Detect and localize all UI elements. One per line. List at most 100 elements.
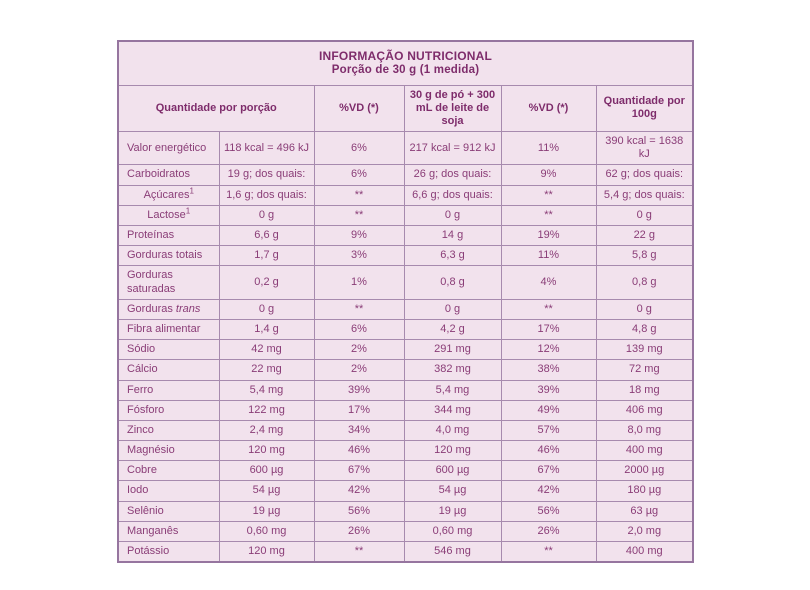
value-cell: 400 mg [595,541,694,563]
nutrient-name-cell: Lactose1 [117,204,220,227]
table-row: Carboidratos 19 g; dos quais: 6% 26 g; dos … [117,164,694,186]
nutrient-name-italic: trans [175,302,201,315]
value-cell: 38% [500,359,597,381]
value-cell: 0,60 mg [403,520,502,543]
value-cell: 72 mg [595,359,694,381]
table-title-row: INFORMAÇÃO NUTRICIONAL Porção de 30 g (1… [117,40,694,86]
value-cell: 22 g [595,224,694,247]
value-cell: 139 mg [595,339,694,361]
value-cell: 19 g; dos quais: [218,164,315,186]
table-row: Proteínas 6,6 g 9% 14 g 19% 22 g [117,224,694,247]
value-cell: 19 µg [403,500,502,522]
nutrition-rows: Valor energético 118 kcal = 496 kJ 6% 217 k… [117,131,694,563]
table-row: Gorduras totais 1,7 g 3% 6,3 g 11% 5,8 g [117,245,694,267]
value-cell: 18 mg [595,379,694,401]
value-cell: 63 µg [595,500,694,522]
nutrient-name-cell: Sódio [117,339,220,361]
value-cell: 120 mg [403,440,502,462]
value-cell: ** [313,204,405,227]
value-cell: 1,6 g; dos quais: [218,184,315,206]
value-cell: 1,4 g [218,318,315,341]
column-header-100g: Quantidade por 100g [595,84,694,133]
nutrient-name-cell: Valor energético [117,131,220,166]
value-cell: 14 g [403,224,502,247]
value-cell: 5,4 g; dos quais: [595,184,694,206]
value-cell: 11% [500,131,597,166]
value-cell: 382 mg [403,359,502,381]
value-cell: ** [500,204,597,227]
value-cell: 2000 µg [595,460,694,482]
table-row: Iodo 54 µg 42% 54 µg 42% 180 µg [117,480,694,502]
value-cell: 4,0 mg [403,419,502,442]
footnote-marker: 1 [185,206,191,216]
value-cell: 0 g [595,204,694,227]
value-cell: ** [313,298,405,320]
value-cell: 6,3 g [403,245,502,267]
nutrient-name-cell: Selênio [117,500,220,522]
nutrient-name-cell: Fósforo [117,399,220,421]
value-cell: 400 mg [595,440,694,462]
value-cell: 0,2 g [218,265,315,300]
column-header-row: Quantidade por porção %VD (*) 30 g de pó… [117,84,694,133]
value-cell: 1,7 g [218,245,315,267]
table-row: Sódio 42 mg 2% 291 mg 12% 139 mg [117,339,694,361]
value-cell: 12% [500,339,597,361]
table-row: Cálcio 22 mg 2% 382 mg 38% 72 mg [117,359,694,381]
table-title: INFORMAÇÃO NUTRICIONAL [319,49,493,64]
value-cell: 56% [500,500,597,522]
value-cell: 118 kcal = 496 kJ [218,131,315,166]
value-cell: 17% [313,399,405,421]
table-row: Potássio 120 mg ** 546 mg ** 400 mg [117,541,694,563]
value-cell: 46% [500,440,597,462]
value-cell: 9% [313,224,405,247]
value-cell: 600 µg [218,460,315,482]
value-cell: 120 mg [218,440,315,462]
value-cell: 62 g; dos quais: [595,164,694,186]
value-cell: ** [500,541,597,563]
nutrient-name-cell: Magnésio [117,440,220,462]
value-cell: 54 µg [403,480,502,502]
nutrient-name-cell: Gorduras saturadas [117,265,220,300]
column-header-vd1: %VD (*) [313,84,405,133]
value-cell: 8,0 mg [595,419,694,442]
value-cell: 6% [313,131,405,166]
value-cell: 4% [500,265,597,300]
value-cell: 4,2 g [403,318,502,341]
value-cell: 26% [500,520,597,543]
table-row: Manganês 0,60 mg 26% 0,60 mg 26% 2,0 mg [117,520,694,543]
nutrient-name-cell: Açúcares1 [117,184,220,206]
footnote-marker: 1 [189,185,194,195]
nutrient-name-cell: Iodo [117,480,220,502]
value-cell: 2% [313,359,405,381]
value-cell: 5,4 mg [403,379,502,401]
value-cell: 9% [500,164,597,186]
value-cell: 120 mg [218,541,315,563]
value-cell: 3% [313,245,405,267]
table-row: Lactose1 0 g ** 0 g ** 0 g [117,204,694,227]
value-cell: 5,4 mg [218,379,315,401]
value-cell: 34% [313,419,405,442]
value-cell: ** [500,298,597,320]
value-cell: 39% [500,379,597,401]
value-cell: 1% [313,265,405,300]
nutrient-name-cell: Proteínas [117,224,220,247]
value-cell: 600 µg [403,460,502,482]
nutrient-name-cell: Gorduras trans [117,298,220,320]
table-row: Fósforo 122 mg 17% 344 mg 49% 406 mg [117,399,694,421]
table-row: Gorduras trans 0 g ** 0 g ** 0 g [117,298,694,320]
value-cell: 11% [500,245,597,267]
value-cell: 42% [313,480,405,502]
value-cell: ** [313,541,405,563]
value-cell: 26% [313,520,405,543]
table-row: Cobre 600 µg 67% 600 µg 67% 2000 µg [117,460,694,482]
table-row: Selênio 19 µg 56% 19 µg 56% 63 µg [117,500,694,522]
value-cell: 0,8 g [595,265,694,300]
value-cell: 42% [500,480,597,502]
value-cell: 2,0 mg [595,520,694,543]
value-cell: 4,8 g [595,318,694,341]
nutrient-name-cell: Fibra alimentar [117,318,220,341]
value-cell: ** [313,184,405,206]
value-cell: 19 µg [218,500,315,522]
value-cell: 0 g [403,298,502,320]
